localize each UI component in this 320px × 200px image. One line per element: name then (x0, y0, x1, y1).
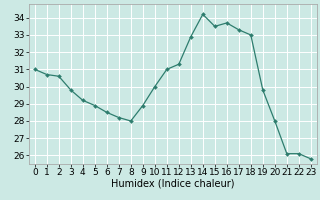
X-axis label: Humidex (Indice chaleur): Humidex (Indice chaleur) (111, 179, 235, 189)
